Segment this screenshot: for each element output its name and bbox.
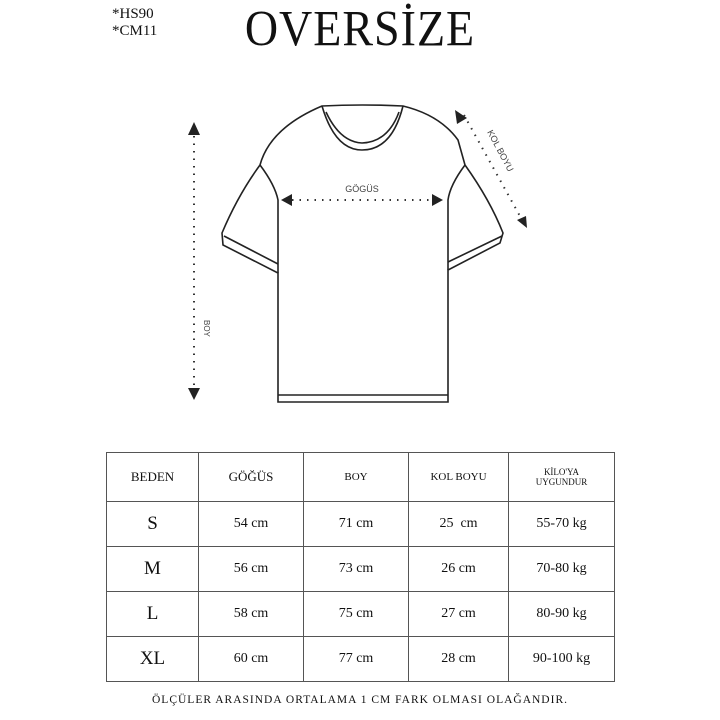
table-row: M 56 cm 73 cm 26 cm 70-80 kg	[106, 546, 615, 592]
cell-length: 77 cm	[303, 636, 409, 682]
header-weight: KİLO'YA UYGUNDUR	[508, 452, 615, 502]
table-row: S 54 cm 71 cm 25 cm 55-70 kg	[106, 501, 615, 547]
sleeve-label: KOL BOYU	[485, 128, 515, 173]
footnote: ÖLÇÜLER ARASINDA ORTALAMA 1 CM FARK OLMA…	[151, 694, 568, 706]
length-arrow	[188, 122, 200, 400]
header-chest-label: GÖĞÜS	[228, 469, 274, 484]
header-chest: GÖĞÜS	[198, 452, 304, 502]
cell-chest: 54 cm	[198, 501, 304, 547]
cell-chest: 58 cm	[198, 591, 304, 637]
table-row: XL 60 cm 77 cm 28 cm 90-100 kg	[106, 636, 615, 682]
cell-weight: 90-100 kg	[508, 636, 615, 682]
header-size: BEDEN	[106, 452, 199, 502]
cell-weight: 70-80 kg	[508, 546, 615, 592]
cell-length: 73 cm	[303, 546, 409, 592]
chest-label: GÖGÜS	[345, 184, 379, 194]
table-row: L 58 cm 75 cm 27 cm 80-90 kg	[106, 591, 615, 637]
sleeve-arrow	[455, 110, 527, 228]
tshirt-diagram: BOY GÖGÜS KOL BOYU	[188, 104, 527, 403]
cell-length: 75 cm	[303, 591, 409, 637]
cell-weight: 55-70 kg	[508, 501, 615, 547]
header-length: BOY	[303, 452, 409, 502]
cell-chest: 60 cm	[198, 636, 304, 682]
header-weight-label-2: UYGUNDUR	[535, 477, 588, 487]
header-weight-label-1: KİLO'YA	[543, 467, 580, 477]
cell-length: 71 cm	[303, 501, 409, 547]
cell-sleeve: 26 cm	[408, 546, 509, 592]
length-label: BOY	[202, 320, 211, 338]
cell-sleeve: 25 cm	[408, 501, 509, 547]
cell-size: XL	[106, 636, 199, 682]
cell-sleeve: 27 cm	[408, 591, 509, 637]
header-size-label: BEDEN	[130, 469, 175, 484]
header-sleeve-label: KOL BOYU	[430, 471, 487, 483]
page-title: OVERSİZE	[244, 0, 476, 57]
cell-sleeve: 28 cm	[408, 636, 509, 682]
table-header-row: BEDEN GÖĞÜS BOY KOL BOYU KİLO'YA UYGUNDUR	[106, 452, 615, 502]
cell-size: L	[106, 591, 199, 637]
code-cm: *CM11	[112, 23, 158, 39]
chest-arrow	[281, 194, 443, 206]
header-sleeve: KOL BOYU	[408, 452, 509, 502]
cell-size: M	[106, 546, 199, 592]
tshirt-outline	[221, 104, 504, 403]
product-codes: *HS90 *CM11	[112, 6, 157, 40]
size-table: BEDEN GÖĞÜS BOY KOL BOYU KİLO'YA UYGUNDUR…	[106, 452, 615, 682]
header-length-label: BOY	[344, 471, 368, 483]
code-hs: *HS90	[112, 6, 154, 22]
cell-size: S	[106, 501, 199, 547]
cell-weight: 80-90 kg	[508, 591, 615, 637]
cell-chest: 56 cm	[198, 546, 304, 592]
